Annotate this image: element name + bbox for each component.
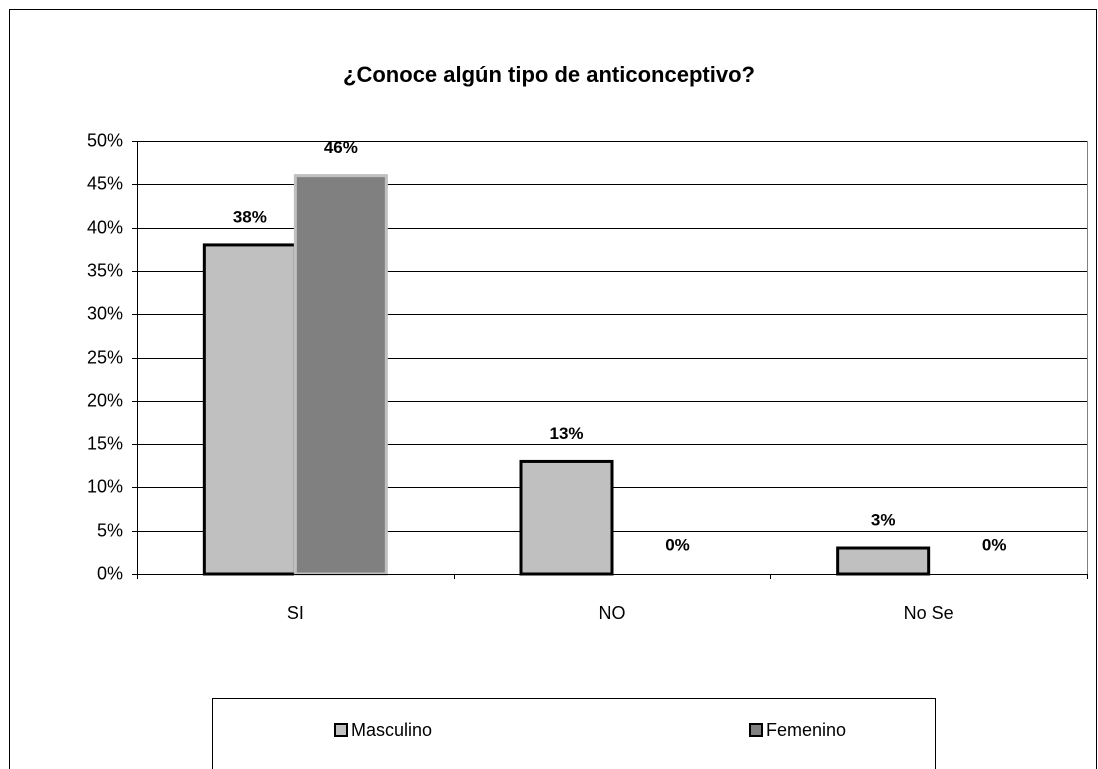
legend-swatch <box>749 723 763 737</box>
value-label: 0% <box>665 535 690 554</box>
x-tick-label: SI <box>287 603 304 623</box>
y-tick-label: 35% <box>87 260 123 280</box>
y-tick-label: 10% <box>87 476 123 496</box>
value-label: 3% <box>871 511 896 530</box>
y-tick-label: 5% <box>97 520 123 540</box>
value-label: 13% <box>549 424 583 443</box>
chart-title: ¿Conoce algún tipo de anticonceptivo? <box>343 62 755 87</box>
y-tick-label: 30% <box>87 303 123 323</box>
value-label: 46% <box>324 138 358 157</box>
legend-label: Femenino <box>766 720 846 740</box>
y-tick-label: 40% <box>87 217 123 237</box>
legend-swatch <box>334 723 348 737</box>
value-label: 0% <box>982 535 1007 554</box>
y-tick-label: 45% <box>87 173 123 193</box>
y-tick-label: 20% <box>87 390 123 410</box>
bar <box>293 174 388 576</box>
y-tick-label: 15% <box>87 433 123 453</box>
legend-label: Masculino <box>351 720 432 740</box>
y-tick-label: 50% <box>87 130 123 150</box>
x-tick-label: NO <box>599 603 626 623</box>
y-tick-label: 0% <box>97 563 123 583</box>
bar <box>519 459 614 576</box>
y-tick-label: 25% <box>87 347 123 367</box>
legend-box <box>212 698 936 769</box>
bar <box>202 243 297 576</box>
bar <box>836 546 931 576</box>
x-tick-label: No Se <box>904 603 954 623</box>
value-label: 38% <box>233 207 267 226</box>
